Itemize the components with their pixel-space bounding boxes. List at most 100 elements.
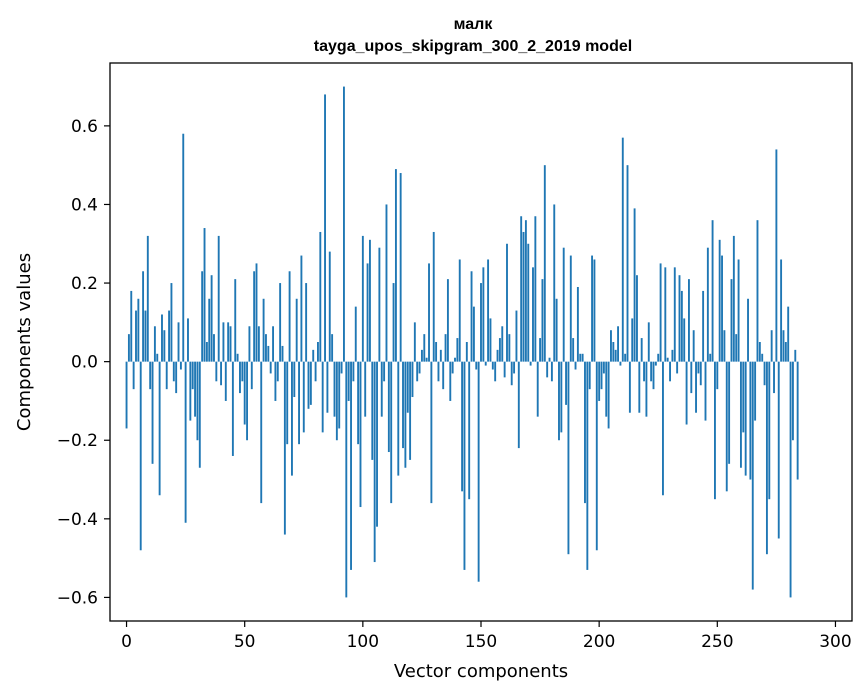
bar-component-273 [770,330,773,362]
bar-component-235 [680,290,683,362]
bar-component-201 [600,361,603,390]
bar-component-67 [283,361,286,535]
bar-component-187 [567,361,570,555]
bar-component-223 [652,361,655,390]
bar-component-166 [517,361,520,449]
bar-component-260 [739,361,742,468]
bar-component-117 [402,361,404,449]
bar-component-203 [605,361,608,417]
bar-component-258 [735,334,738,362]
bar-component-33 [203,228,206,362]
bar-component-29 [194,361,197,417]
bar-component-107 [378,247,381,362]
y-tick-label: 0.6 [71,117,98,137]
bar-component-122 [413,322,416,362]
bar-component-261 [742,361,745,433]
bar-component-73 [298,361,300,445]
bar-component-264 [749,361,752,480]
bar-component-193 [581,353,584,362]
bar-component-85 [326,361,329,413]
bar-component-274 [773,361,775,394]
bar-component-255 [728,361,731,464]
bar-component-87 [331,334,334,362]
bar-component-229 [666,357,669,362]
bar-component-267 [756,220,759,362]
bar-component-59 [265,334,267,362]
bar-component-89 [335,361,338,441]
bar-component-144 [465,342,468,362]
bar-component-178 [546,361,549,378]
bar-component-54 [253,271,256,362]
bar-component-154 [489,318,492,362]
bar-component-10 [149,361,152,390]
bar-component-43 [227,322,230,362]
bar-component-48 [239,361,241,394]
bar-component-242 [697,361,700,374]
bar-component-153 [487,259,490,362]
bar-component-139 [454,357,456,362]
bar-component-77 [307,361,310,409]
bar-component-250 [716,361,719,390]
bar-component-108 [380,361,383,417]
y-tick-label: −0.6 [57,588,98,608]
y-axis-label: Components values [14,253,35,431]
bar-component-137 [449,361,452,401]
bar-component-31 [198,361,201,468]
bar-component-194 [584,361,586,504]
bar-component-79 [312,349,315,362]
bar-component-195 [586,361,589,570]
bar-component-158 [498,338,501,362]
chart-subtitle: tayga_upos_skipgram_300_2_2019 model [314,38,632,55]
bar-component-213 [628,361,631,413]
bar-component-176 [541,279,544,362]
bar-component-257 [732,235,735,362]
bar-component-147 [472,306,475,362]
bar-component-95 [350,361,352,570]
bar-component-135 [444,334,447,362]
bar-component-152 [484,361,487,366]
bar-component-120 [409,361,412,460]
bar-component-189 [572,338,575,362]
bar-component-121 [411,361,414,398]
bar-component-103 [368,239,371,362]
bar-component-2 [130,290,133,362]
x-tick-label: 50 [234,632,256,652]
bar-component-11 [151,361,154,464]
bar-component-146 [470,271,473,362]
bar-component-81 [317,342,319,362]
x-tick-label: 250 [701,632,733,652]
bar-component-160 [503,361,506,378]
bar-component-172 [532,267,534,362]
bar-component-23 [179,361,182,370]
bar-component-184 [560,361,563,433]
y-tick-label: 0.4 [71,195,98,215]
bar-component-252 [721,255,723,362]
bar-component-28 [191,361,194,390]
bar-component-156 [494,361,497,382]
bar-component-62 [272,326,274,362]
bar-component-232 [673,267,676,362]
bar-component-248 [711,220,714,362]
bar-component-119 [406,361,409,413]
bar-component-116 [399,173,402,362]
x-tick-label: 200 [583,632,615,652]
bar-component-47 [236,353,239,362]
bar-component-188 [569,255,572,362]
bar-component-218 [640,338,643,362]
bar-component-271 [765,361,768,555]
bar-component-180 [550,361,553,382]
bar-component-115 [397,361,400,476]
bar-component-39 [217,235,220,362]
bar-component-241 [695,361,697,413]
bar-component-99 [359,361,362,508]
bar-component-131 [435,342,438,362]
bar-component-161 [506,243,508,362]
bar-component-98 [357,361,360,445]
bar-component-0 [125,361,128,429]
bar-component-174 [536,361,539,417]
bar-component-165 [515,310,518,362]
bar-component-196 [588,361,591,390]
bar-component-61 [269,361,272,374]
bar-component-3 [132,361,135,390]
bar-component-214 [631,318,634,362]
